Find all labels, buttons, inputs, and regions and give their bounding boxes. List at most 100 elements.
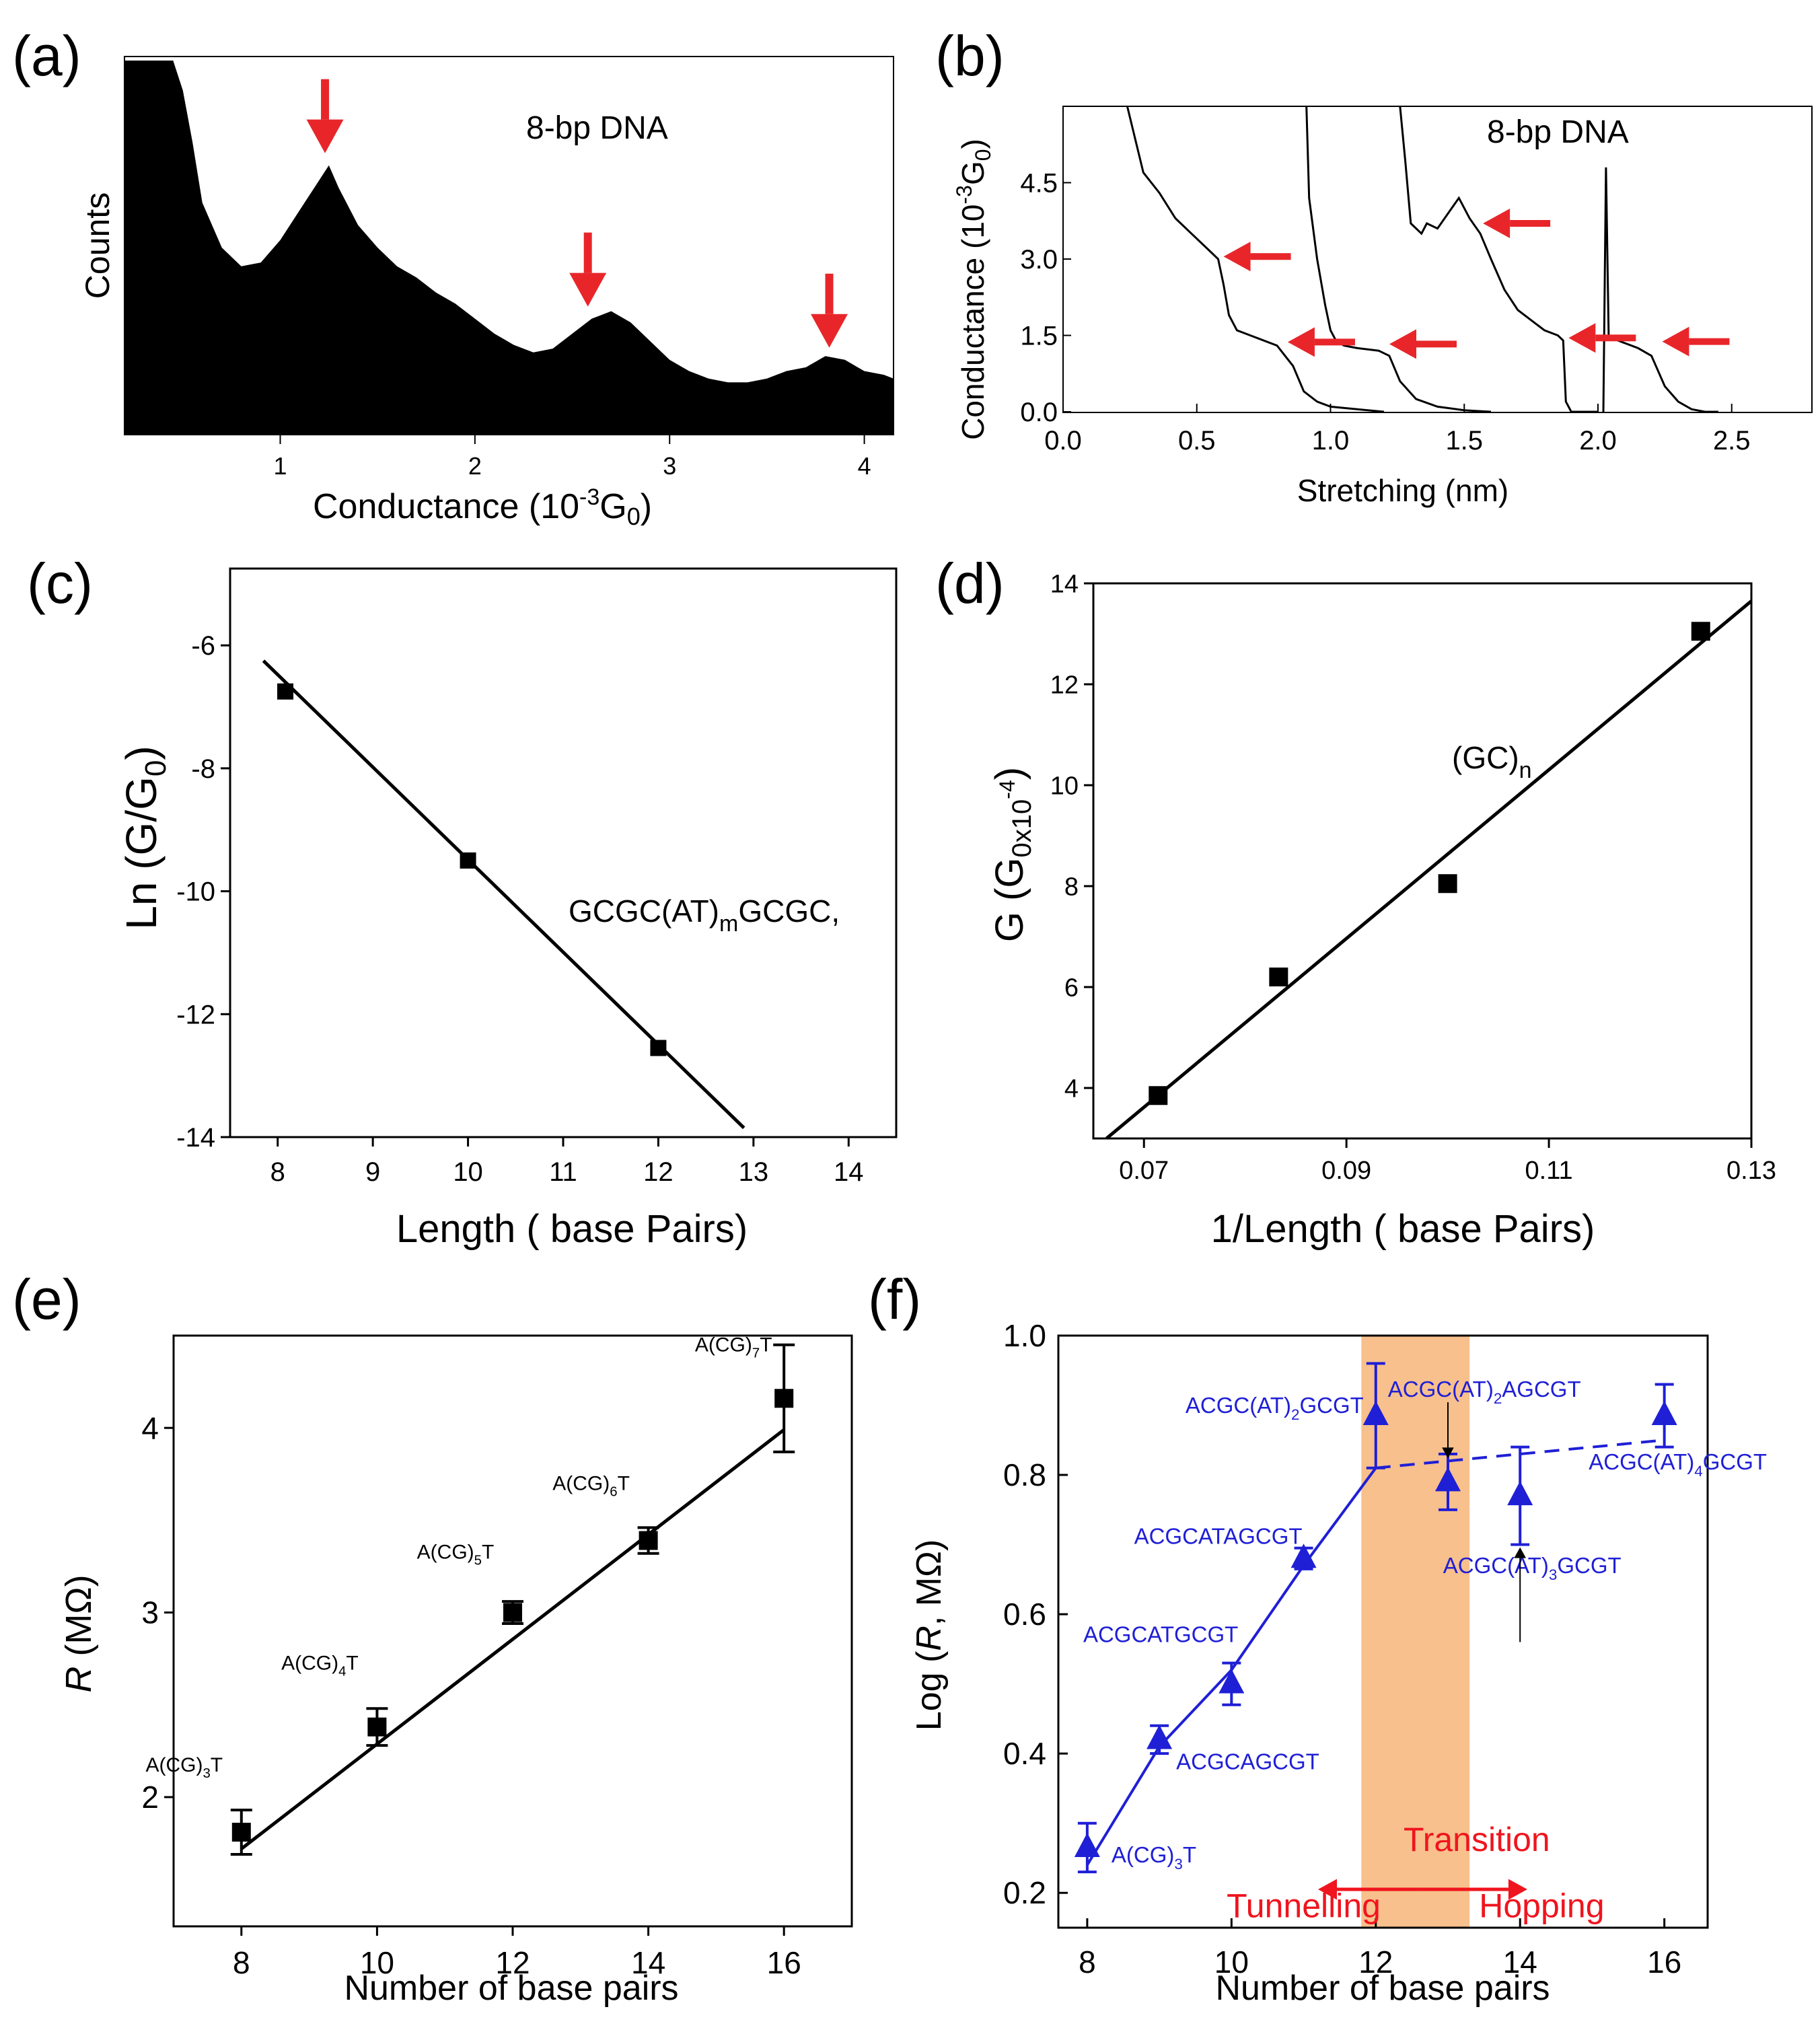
plot-frame-c	[229, 567, 898, 1138]
chart-a: 1 2 3 4 8-bp DNA Conductance (10-3G0) Count…	[79, 56, 894, 530]
y-tick-label-f: 0.8	[1003, 1457, 1046, 1492]
plateau-arrow-b-head	[1662, 326, 1689, 357]
plateau-arrow-b-head	[1483, 209, 1510, 239]
y-tick-label-c: -14	[176, 1123, 215, 1153]
sequence-label-f: A(CG)3T	[1112, 1842, 1196, 1873]
regime-arrow-f	[1318, 1879, 1423, 1900]
ylabel-c: Ln (G/G0)	[117, 746, 172, 929]
y-tick-label-c: -6	[191, 631, 215, 661]
y-tick-label-d: 6	[1064, 974, 1079, 1002]
x-tick-label-e: 10	[360, 1945, 394, 1980]
x-tick-label-f: 16	[1647, 1945, 1681, 1979]
sequence-label-e: A(CG)6T	[552, 1473, 630, 1500]
x-tick-label-c: 12	[643, 1157, 674, 1187]
xlabel-a: Conductance (10-3G0)	[313, 484, 652, 530]
regime-arrow-f-head	[1508, 1879, 1527, 1900]
plateau-arrow-b	[1662, 326, 1730, 357]
sequence-label-e: A(CG)4T	[281, 1652, 359, 1679]
panel-label-e: (e)	[12, 1268, 81, 1331]
data-point-f	[1074, 1832, 1100, 1857]
ylabel-e: R (MΩ)	[59, 1574, 99, 1692]
x-tick-label-e: 12	[495, 1945, 530, 1980]
ticks-e: 8 10 12 14 16 2 3 4	[141, 1410, 801, 1980]
x-tick-label-a: 3	[663, 452, 676, 480]
xlabel-c: Length ( base Pairs)	[396, 1207, 748, 1251]
y-tick-label-d: 4	[1064, 1075, 1079, 1103]
panel-label-a: (a)	[12, 24, 81, 87]
data-point-f	[1507, 1481, 1533, 1506]
data-point-d	[1438, 874, 1457, 894]
y-tick-label-d: 12	[1050, 671, 1079, 699]
y-tick-label-b: 1.5	[1020, 322, 1058, 351]
y-tick-label-e: 3	[141, 1595, 159, 1630]
xlabel-b: Stretching (nm)	[1297, 473, 1508, 508]
annotation-b: 8-bp DNA	[1487, 114, 1629, 150]
panel-label-c: (c)	[27, 552, 93, 615]
marks-c	[262, 659, 745, 1130]
chart-f: 8 10 12 14 16 0.2 0.4 0.6 0.8 1.0 A(CG)3T ACGCAGCG…	[910, 1318, 1767, 2008]
ylabel-f: Log (R, MΩ)	[910, 1539, 949, 1731]
xlabel-e: Number of base pairs	[344, 1969, 678, 2008]
data-point-e	[231, 1823, 251, 1842]
x-tick-label-b: 1.5	[1445, 426, 1483, 456]
data-point-f	[1146, 1724, 1173, 1749]
marks-d	[1105, 600, 1753, 1140]
transition-band-f	[1361, 1336, 1470, 1928]
ylabel-d: G (G0x10-4)	[988, 767, 1037, 942]
sequence-label-f: ACGC(AT)2GCGT	[1186, 1393, 1364, 1423]
ylabel-a: Counts	[79, 192, 116, 299]
regime-label-tunnelling-f: Tunnelling	[1227, 1887, 1381, 1924]
y-tick-label-b: 4.5	[1020, 169, 1058, 198]
xlabel-d: 1/Length ( base Pairs)	[1211, 1207, 1595, 1251]
ticks-d: 0.07 0.09 0.11 0.13 4 6 8 10 12 14	[1050, 570, 1776, 1185]
y-tick-label-c: -12	[176, 1000, 215, 1029]
x-tick-label-b: 0.5	[1178, 426, 1216, 456]
data-point-e	[774, 1389, 794, 1408]
plateau-arrow-b-head	[1568, 323, 1596, 353]
x-tick-label-e: 8	[233, 1945, 250, 1980]
plot-frame-f	[1057, 1334, 1709, 1929]
peak-arrow-a	[569, 232, 607, 307]
data-point-f	[1651, 1401, 1677, 1426]
chart-b: 0.0 0.5 1.0 1.5 2.0 2.50.01.53.04.5 8-bp DNA …	[952, 106, 1813, 508]
plateau-arrow-b-head	[1389, 329, 1416, 359]
plateau-arrow-b-head	[1287, 327, 1315, 357]
data-point-f	[1435, 1467, 1461, 1492]
x-tick-label-c: 13	[739, 1157, 769, 1187]
y-tick-label-b: 3.0	[1020, 245, 1058, 275]
data-point-d	[1149, 1086, 1168, 1105]
x-tick-label-b: 0.0	[1044, 426, 1082, 456]
data-point-e	[367, 1717, 387, 1737]
conductance-trace-b	[1305, 106, 1492, 413]
y-tick-label-b: 0.0	[1020, 398, 1058, 427]
x-tick-label-d: 0.07	[1119, 1157, 1169, 1185]
peak-arrow-a	[306, 79, 344, 153]
chart-d: 0.07 0.09 0.11 0.13 4 6 8 10 12 14 (GC)n 1/Length…	[988, 570, 1776, 1251]
fit-line-d	[1105, 600, 1753, 1140]
regime-label-hopping-f: Hopping	[1479, 1887, 1604, 1924]
data-point-f	[1218, 1669, 1245, 1694]
ticks-c: 8 9 10 11 12 13 14 -14 -12 -10 -8 -6	[176, 631, 863, 1187]
ticks-f: 8 10 12 14 16 0.2 0.4 0.6 0.8 1.0	[1003, 1318, 1681, 1979]
y-tick-label-d: 8	[1064, 873, 1079, 901]
regime-arrow-f	[1422, 1879, 1527, 1900]
data-point-e	[503, 1603, 522, 1622]
marks-e: A(CG)3T A(CG)4T A(CG)5T A(CG)6T A(CG)7T	[145, 1334, 795, 1856]
xlabel-f: Number of base pairs	[1215, 1969, 1550, 2008]
data-point-e	[639, 1531, 658, 1550]
peak-arrow-a-head	[811, 314, 848, 348]
plateau-arrow-b	[1568, 323, 1636, 353]
y-tick-label-f: 1.0	[1003, 1318, 1046, 1353]
y-tick-label-d: 14	[1050, 570, 1079, 598]
x-tick-label-a: 1	[273, 452, 287, 480]
x-tick-label-f: 14	[1503, 1945, 1537, 1979]
chart-c: 8 9 10 11 12 13 14 -14 -12 -10 -8 -6 GCGC(AT)mGCGC,…	[117, 567, 898, 1251]
x-tick-label-f: 12	[1358, 1945, 1393, 1979]
x-tick-label-f: 10	[1214, 1945, 1249, 1979]
y-tick-label-f: 0.4	[1003, 1736, 1046, 1771]
xticks-a: 1 2 3 4	[273, 435, 871, 480]
ylabel-b: Conductance (10-3G0)	[952, 139, 995, 440]
pointer-arrow-f	[1514, 1547, 1527, 1642]
panel-label-f: (f)	[868, 1268, 921, 1331]
x-tick-label-a: 4	[858, 452, 871, 480]
